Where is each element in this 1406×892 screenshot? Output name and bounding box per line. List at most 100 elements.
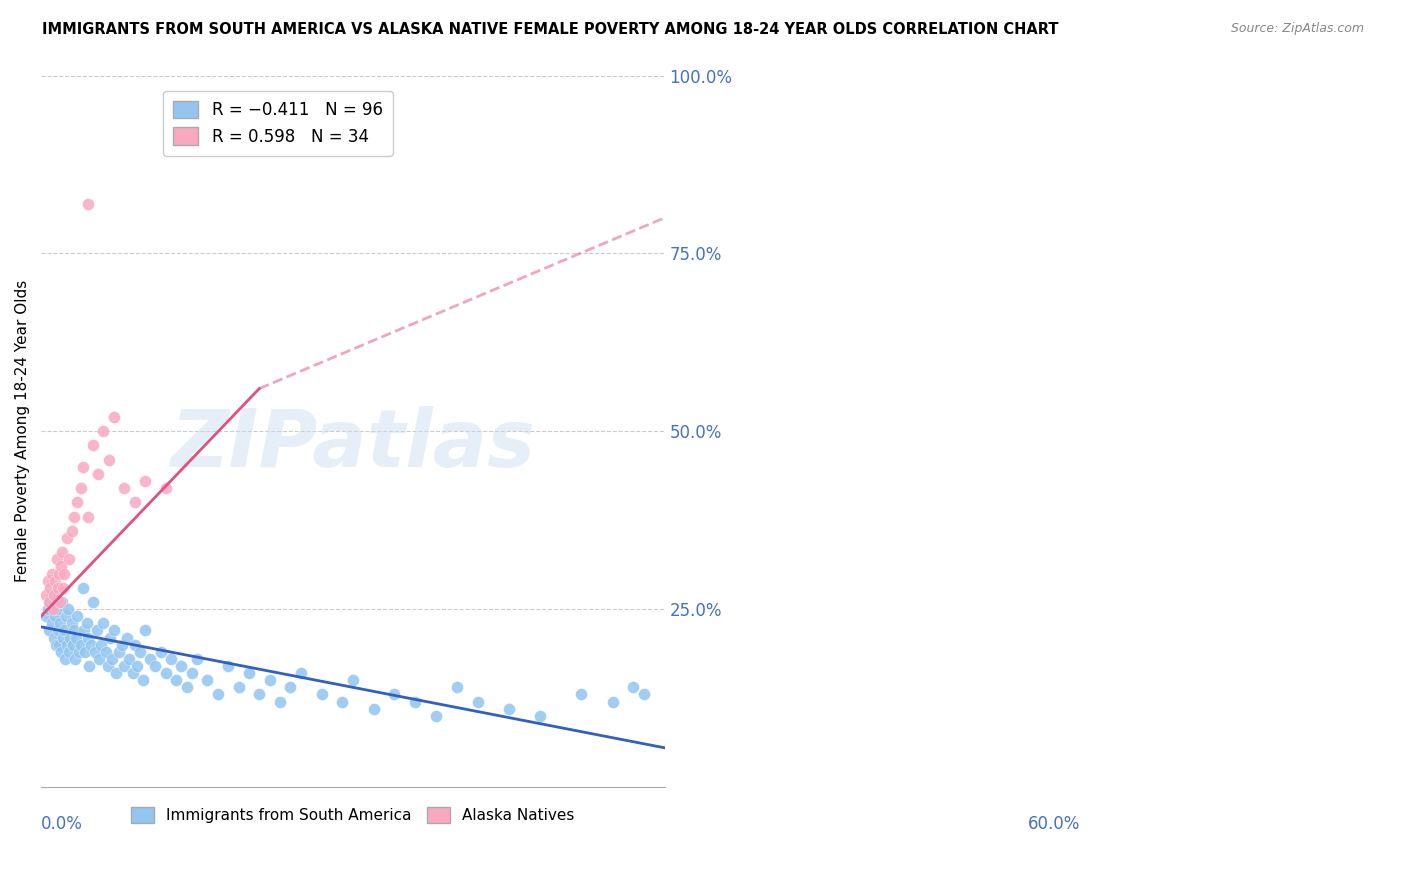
Point bbox=[446, 681, 468, 695]
Point bbox=[170, 659, 193, 673]
Point bbox=[80, 638, 103, 652]
Point bbox=[269, 694, 291, 708]
Point bbox=[58, 552, 80, 566]
Text: Source: ZipAtlas.com: Source: ZipAtlas.com bbox=[1230, 22, 1364, 36]
Point bbox=[290, 666, 312, 681]
Point bbox=[37, 574, 59, 588]
Point bbox=[55, 609, 77, 624]
Point bbox=[65, 631, 87, 645]
Point bbox=[39, 595, 62, 609]
Point bbox=[90, 638, 112, 652]
Point bbox=[93, 616, 115, 631]
Point bbox=[84, 645, 107, 659]
Point bbox=[35, 588, 58, 602]
Point bbox=[125, 659, 148, 673]
Point bbox=[76, 631, 98, 645]
Point bbox=[280, 681, 302, 695]
Point bbox=[66, 609, 89, 624]
Legend: Immigrants from South America, Alaska Natives: Immigrants from South America, Alaska Na… bbox=[125, 801, 581, 829]
Point bbox=[73, 624, 96, 638]
Point bbox=[66, 495, 89, 509]
Point bbox=[89, 652, 111, 666]
Point bbox=[69, 638, 91, 652]
Point bbox=[56, 638, 79, 652]
Point bbox=[404, 694, 426, 708]
Point bbox=[132, 673, 155, 688]
Point bbox=[571, 688, 593, 702]
Point bbox=[112, 659, 135, 673]
Point bbox=[112, 481, 135, 495]
Point bbox=[128, 645, 150, 659]
Point bbox=[103, 409, 125, 424]
Point bbox=[145, 659, 167, 673]
Point bbox=[49, 595, 72, 609]
Point bbox=[48, 566, 70, 581]
Point bbox=[76, 509, 98, 524]
Point bbox=[60, 524, 83, 538]
Point bbox=[247, 688, 270, 702]
Point bbox=[60, 616, 83, 631]
Point bbox=[52, 566, 75, 581]
Point bbox=[41, 588, 63, 602]
Point bbox=[602, 694, 624, 708]
Point bbox=[52, 624, 75, 638]
Point bbox=[217, 659, 239, 673]
Point bbox=[104, 666, 127, 681]
Point bbox=[65, 652, 87, 666]
Point bbox=[103, 624, 125, 638]
Point bbox=[155, 481, 177, 495]
Point bbox=[51, 545, 73, 559]
Point bbox=[72, 581, 94, 595]
Point bbox=[332, 694, 354, 708]
Point bbox=[58, 645, 80, 659]
Point bbox=[62, 638, 84, 652]
Point bbox=[44, 574, 66, 588]
Point bbox=[97, 452, 120, 467]
Point bbox=[41, 616, 63, 631]
Point bbox=[52, 581, 75, 595]
Point bbox=[176, 681, 198, 695]
Point bbox=[42, 631, 65, 645]
Point bbox=[76, 196, 98, 211]
Point bbox=[259, 673, 281, 688]
Text: 60.0%: 60.0% bbox=[1028, 815, 1080, 833]
Point bbox=[94, 645, 117, 659]
Point bbox=[44, 609, 66, 624]
Point bbox=[46, 581, 69, 595]
Point bbox=[186, 652, 208, 666]
Point bbox=[238, 666, 260, 681]
Point bbox=[363, 701, 385, 715]
Point bbox=[63, 624, 86, 638]
Point bbox=[46, 624, 69, 638]
Point bbox=[384, 688, 406, 702]
Point bbox=[93, 424, 115, 438]
Point bbox=[45, 552, 67, 566]
Y-axis label: Female Poverty Among 18-24 Year Olds: Female Poverty Among 18-24 Year Olds bbox=[15, 280, 30, 582]
Point bbox=[207, 688, 229, 702]
Point bbox=[59, 631, 82, 645]
Point bbox=[155, 666, 177, 681]
Point bbox=[52, 631, 75, 645]
Point bbox=[82, 438, 104, 452]
Point bbox=[82, 595, 104, 609]
Point bbox=[97, 659, 120, 673]
Point bbox=[51, 595, 73, 609]
Text: IMMIGRANTS FROM SOUTH AMERICA VS ALASKA NATIVE FEMALE POVERTY AMONG 18-24 YEAR O: IMMIGRANTS FROM SOUTH AMERICA VS ALASKA … bbox=[42, 22, 1059, 37]
Point bbox=[39, 581, 62, 595]
Point bbox=[139, 652, 162, 666]
Point bbox=[529, 708, 551, 723]
Point bbox=[165, 673, 187, 688]
Point bbox=[87, 467, 110, 481]
Point bbox=[38, 624, 60, 638]
Point bbox=[134, 474, 156, 488]
Point bbox=[63, 509, 86, 524]
Point bbox=[56, 602, 79, 616]
Text: ZIPatlas: ZIPatlas bbox=[170, 407, 536, 484]
Point bbox=[72, 459, 94, 474]
Point bbox=[67, 645, 90, 659]
Point bbox=[108, 645, 131, 659]
Point bbox=[98, 631, 121, 645]
Point bbox=[180, 666, 202, 681]
Point bbox=[76, 616, 98, 631]
Point bbox=[100, 652, 122, 666]
